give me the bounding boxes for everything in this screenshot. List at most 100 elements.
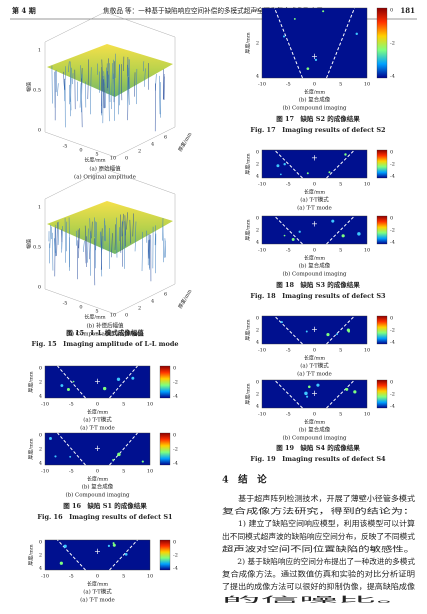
y-axis-label: 厚度/mm (245, 32, 252, 53)
artifact (346, 328, 350, 332)
spike (111, 233, 113, 258)
x-tick-label: -5 (69, 574, 74, 580)
spike (136, 68, 138, 105)
artifact (112, 542, 115, 545)
spike (53, 238, 56, 253)
panel-caption: (b) 复合成像 (299, 262, 331, 270)
x-tick-label: -5 (286, 412, 291, 418)
artifact (60, 384, 64, 388)
y-tick-label: 2 (256, 328, 259, 334)
spike (61, 229, 63, 242)
spike (84, 225, 87, 264)
artifact (357, 232, 361, 236)
x-tick-label: 0 (313, 412, 316, 418)
paragraph-line: 复合成像方法。通过数值仿真和实验的对比分析证明 (222, 569, 415, 579)
y-axis-label: 厚度/mm (177, 131, 194, 153)
panel-caption-en: (b) Compound imaging (65, 492, 130, 499)
colorbar (376, 149, 388, 179)
spike (114, 224, 117, 250)
colorbar-tick-label: -4 (390, 404, 395, 410)
spike (129, 219, 131, 244)
x-tick-label: 0 (313, 82, 316, 88)
beam-line (326, 215, 355, 245)
artifact (341, 234, 345, 238)
spike (101, 59, 104, 92)
axis-box (44, 11, 176, 158)
y-tick-label: 2 (39, 380, 42, 386)
artifact (306, 395, 309, 398)
colorbar (376, 379, 388, 409)
beam-line (274, 215, 303, 245)
spike (164, 240, 166, 258)
spike (111, 63, 113, 110)
spike (100, 228, 103, 270)
spike (148, 240, 150, 259)
colorbar-tick-label: 0 (390, 316, 393, 322)
panel-caption: (b) 补偿后幅值 (86, 322, 124, 330)
z-tick-label: 0 (38, 285, 41, 291)
x-axis-label: 长度/mm (87, 409, 108, 416)
defect-marker: + (94, 547, 101, 556)
spike (118, 64, 120, 115)
axis-box (44, 168, 176, 315)
z-axis-label: 幅值 (26, 239, 33, 249)
image-bg (261, 7, 368, 79)
y-tick-label: 0 (256, 8, 259, 14)
y-tick-label: 2 (39, 447, 42, 453)
spike (63, 80, 66, 102)
colorbar-tick-label: -2 (390, 162, 395, 168)
y-tick-label: 0 (39, 366, 42, 372)
colorbar-tick-label: 0 (390, 8, 393, 14)
paragraph-line: 出不同模式超声波的缺陷响应空间分布，反映了不同模式 (222, 531, 415, 541)
paragraph-line: 超声波对空间不同位置缺陷的敏感性。 (222, 543, 415, 553)
y-tick-label: 4 (39, 566, 42, 572)
artifact (306, 172, 309, 175)
spike (77, 240, 79, 280)
colorbar-tick-label: -4 (390, 240, 395, 246)
spike (103, 71, 105, 86)
x-tick-label: -10 (258, 412, 266, 418)
artifact (59, 561, 63, 565)
artifact (49, 437, 52, 440)
x-tick-label: 10 (364, 182, 370, 188)
figure-caption: 图 15 L-L 模式成像幅值 (66, 328, 144, 337)
spike (134, 221, 137, 252)
panel-caption-en: (a) Original amplitude (74, 174, 136, 181)
y-tick-label: 0 (256, 380, 259, 386)
figure-caption-en: Fig. 18 Imaging results of defect S3 (250, 292, 386, 300)
artifact (66, 387, 70, 392)
y-axis-label: 厚度/mm (28, 438, 35, 459)
spike (83, 240, 85, 252)
x-tick-label: 5 (339, 182, 342, 188)
spike (100, 232, 102, 246)
y-tick-label: 0 (256, 316, 259, 322)
spike (81, 73, 83, 113)
artifact (131, 376, 135, 380)
defect-marker: + (311, 52, 318, 61)
y-tick-label: 0 (125, 313, 128, 319)
page-number: 181 (400, 6, 415, 15)
beam-line (274, 379, 303, 409)
colorbar-tick-label: -4 (173, 461, 178, 467)
y-tick-label: 2 (256, 41, 259, 47)
spike (95, 222, 97, 251)
section-heading: 4 结 论 (222, 474, 267, 486)
y-tick-label: 4 (256, 404, 259, 410)
beam-line (109, 365, 138, 399)
y-tick-label: 4 (39, 394, 42, 400)
spike (121, 220, 123, 237)
x-tick-label: -10 (258, 248, 266, 254)
spike (127, 76, 129, 121)
spike (90, 67, 92, 115)
y-tick-label: 4 (256, 340, 259, 346)
x-tick-label: 5 (95, 309, 98, 315)
artifact (306, 67, 310, 71)
colorbar-tick-label: 0 (390, 216, 393, 222)
colorbar-tick-label: 0 (390, 150, 393, 156)
colorbar-tick-label: -4 (390, 340, 395, 346)
artifact (328, 171, 331, 174)
x-tick-label: 0 (96, 469, 99, 475)
spike (126, 212, 128, 230)
artifact (283, 234, 286, 237)
spike (116, 217, 118, 258)
